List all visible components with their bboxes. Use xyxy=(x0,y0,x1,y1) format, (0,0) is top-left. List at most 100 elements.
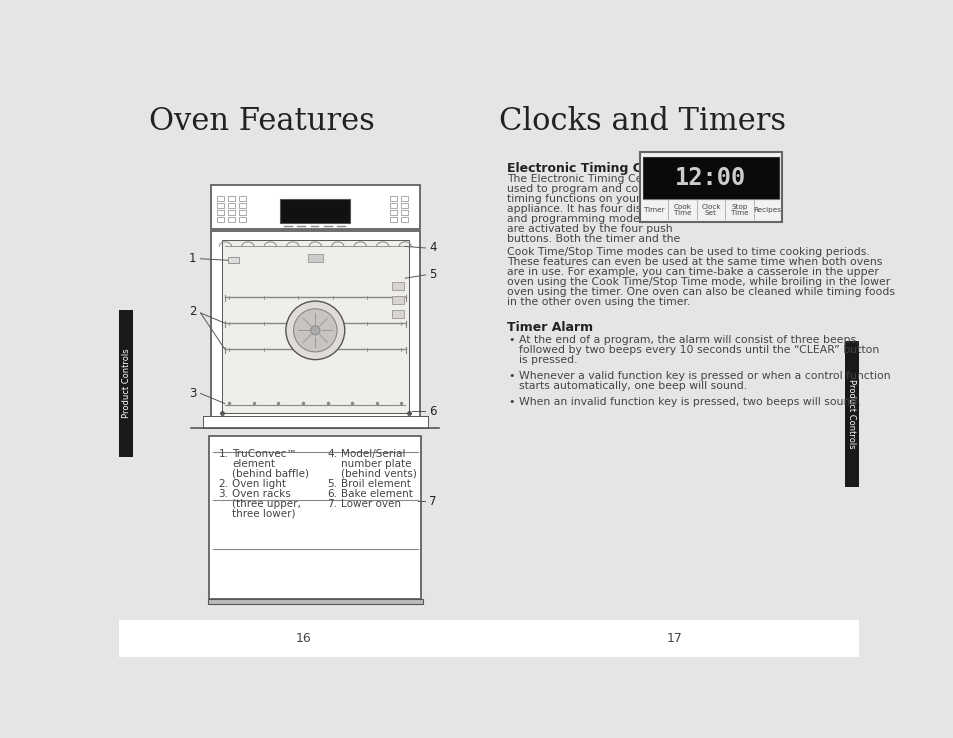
Bar xyxy=(401,203,408,208)
Bar xyxy=(228,196,234,201)
Bar xyxy=(216,217,224,222)
Text: 3.: 3. xyxy=(218,489,228,499)
Text: in the other oven using the timer.: in the other oven using the timer. xyxy=(506,297,689,307)
Bar xyxy=(119,620,858,657)
Text: (three upper,: (three upper, xyxy=(233,499,301,509)
Text: 3: 3 xyxy=(189,387,196,400)
Bar xyxy=(119,310,133,457)
Text: Whenever a valid function key is pressed or when a control function: Whenever a valid function key is pressed… xyxy=(518,371,890,381)
Text: 5.: 5. xyxy=(327,479,336,489)
Text: Oven racks: Oven racks xyxy=(233,489,291,499)
Text: 17: 17 xyxy=(665,632,681,645)
Bar xyxy=(401,196,408,201)
Text: 6.: 6. xyxy=(327,489,336,499)
Text: oven using the Cook Time/Stop Time mode, while broiling in the lower: oven using the Cook Time/Stop Time mode,… xyxy=(506,277,889,287)
Text: used to program and control all: used to program and control all xyxy=(506,184,679,194)
Text: three lower): three lower) xyxy=(233,509,295,519)
Bar xyxy=(209,436,421,599)
Bar xyxy=(390,196,397,201)
Text: Bake element: Bake element xyxy=(340,489,413,499)
Text: •: • xyxy=(508,397,515,407)
Bar xyxy=(238,217,245,222)
Text: Cook
Time: Cook Time xyxy=(673,204,691,216)
Text: At the end of a program, the alarm will consist of three beeps,: At the end of a program, the alarm will … xyxy=(518,335,859,345)
Text: Lower oven: Lower oven xyxy=(340,499,400,509)
Text: •: • xyxy=(508,335,515,345)
Text: Oven light: Oven light xyxy=(233,479,286,489)
Text: Cook Time/Stop Time modes can be used to time cooking periods.: Cook Time/Stop Time modes can be used to… xyxy=(506,247,868,257)
Circle shape xyxy=(311,325,319,335)
Text: 16: 16 xyxy=(295,632,312,645)
Bar xyxy=(228,203,234,208)
Text: followed by two beeps every 10 seconds until the “CLEAR” button: followed by two beeps every 10 seconds u… xyxy=(518,345,879,355)
Text: 7.: 7. xyxy=(327,499,336,509)
Bar xyxy=(392,296,404,304)
Bar xyxy=(216,203,224,208)
Text: Model/Serial: Model/Serial xyxy=(340,449,405,459)
Bar xyxy=(392,283,404,290)
Text: Clock
Set: Clock Set xyxy=(700,204,720,216)
Bar xyxy=(639,153,781,222)
Text: Timer: Timer xyxy=(643,207,664,213)
Bar xyxy=(392,310,404,318)
Circle shape xyxy=(294,308,336,352)
Text: •: • xyxy=(508,371,515,381)
Text: Clocks and Timers: Clocks and Timers xyxy=(498,106,785,137)
Text: 4: 4 xyxy=(429,241,436,255)
Text: Broil element: Broil element xyxy=(340,479,411,489)
Text: When an invalid function key is pressed, two beeps will sound.: When an invalid function key is pressed,… xyxy=(518,397,860,407)
Text: 6: 6 xyxy=(429,404,436,418)
Text: 2.: 2. xyxy=(218,479,228,489)
Text: oven using the timer. One oven can also be cleaned while timing foods: oven using the timer. One oven can also … xyxy=(506,287,894,297)
Text: 2: 2 xyxy=(189,305,196,318)
Bar xyxy=(843,341,858,487)
Bar xyxy=(280,199,350,224)
Bar xyxy=(211,184,419,230)
Text: 1.: 1. xyxy=(218,449,228,459)
Text: appliance. It has four display: appliance. It has four display xyxy=(506,204,663,214)
Text: element: element xyxy=(233,459,275,469)
Bar xyxy=(216,196,224,201)
Bar xyxy=(228,257,238,263)
Text: Recipes: Recipes xyxy=(753,207,781,213)
Text: are in use. For example, you can time-bake a casserole in the upper: are in use. For example, you can time-ba… xyxy=(506,267,878,277)
Bar xyxy=(216,210,224,215)
Text: Timer Alarm: Timer Alarm xyxy=(506,321,592,334)
Text: Product Controls: Product Controls xyxy=(846,379,855,449)
Circle shape xyxy=(286,301,344,359)
Text: (behind baffle): (behind baffle) xyxy=(233,469,309,479)
Text: are activated by the four push: are activated by the four push xyxy=(506,224,672,234)
Text: 7: 7 xyxy=(429,494,436,508)
Text: 5: 5 xyxy=(429,269,436,281)
Bar xyxy=(228,210,234,215)
Text: TruConvec™: TruConvec™ xyxy=(233,449,296,459)
Text: and programming modes that: and programming modes that xyxy=(506,214,670,224)
Bar xyxy=(208,599,422,604)
Bar xyxy=(390,210,397,215)
Text: The Electronic Timing Center is: The Electronic Timing Center is xyxy=(506,174,676,184)
Text: 4.: 4. xyxy=(327,449,336,459)
Bar xyxy=(401,210,408,215)
Bar xyxy=(307,254,323,262)
Bar xyxy=(401,217,408,222)
Bar xyxy=(390,217,397,222)
Text: 12:00: 12:00 xyxy=(675,166,746,190)
Bar xyxy=(221,241,409,413)
Bar xyxy=(238,203,245,208)
Text: Oven Features: Oven Features xyxy=(149,106,375,137)
Text: Product Controls: Product Controls xyxy=(122,348,131,418)
Text: Electronic Timing Center: Electronic Timing Center xyxy=(506,162,679,175)
Bar xyxy=(390,203,397,208)
Bar xyxy=(238,210,245,215)
Bar xyxy=(211,231,419,422)
Bar xyxy=(228,217,234,222)
Bar xyxy=(238,196,245,201)
Text: is pressed.: is pressed. xyxy=(518,355,578,365)
Text: starts automatically, one beep will sound.: starts automatically, one beep will soun… xyxy=(518,381,746,391)
Bar xyxy=(642,157,778,199)
Text: Stop
Time: Stop Time xyxy=(730,204,747,216)
Text: number plate: number plate xyxy=(340,459,411,469)
Text: 1: 1 xyxy=(189,252,196,265)
Text: (behind vents): (behind vents) xyxy=(340,469,416,479)
Text: buttons. Both the timer and the: buttons. Both the timer and the xyxy=(506,234,679,244)
